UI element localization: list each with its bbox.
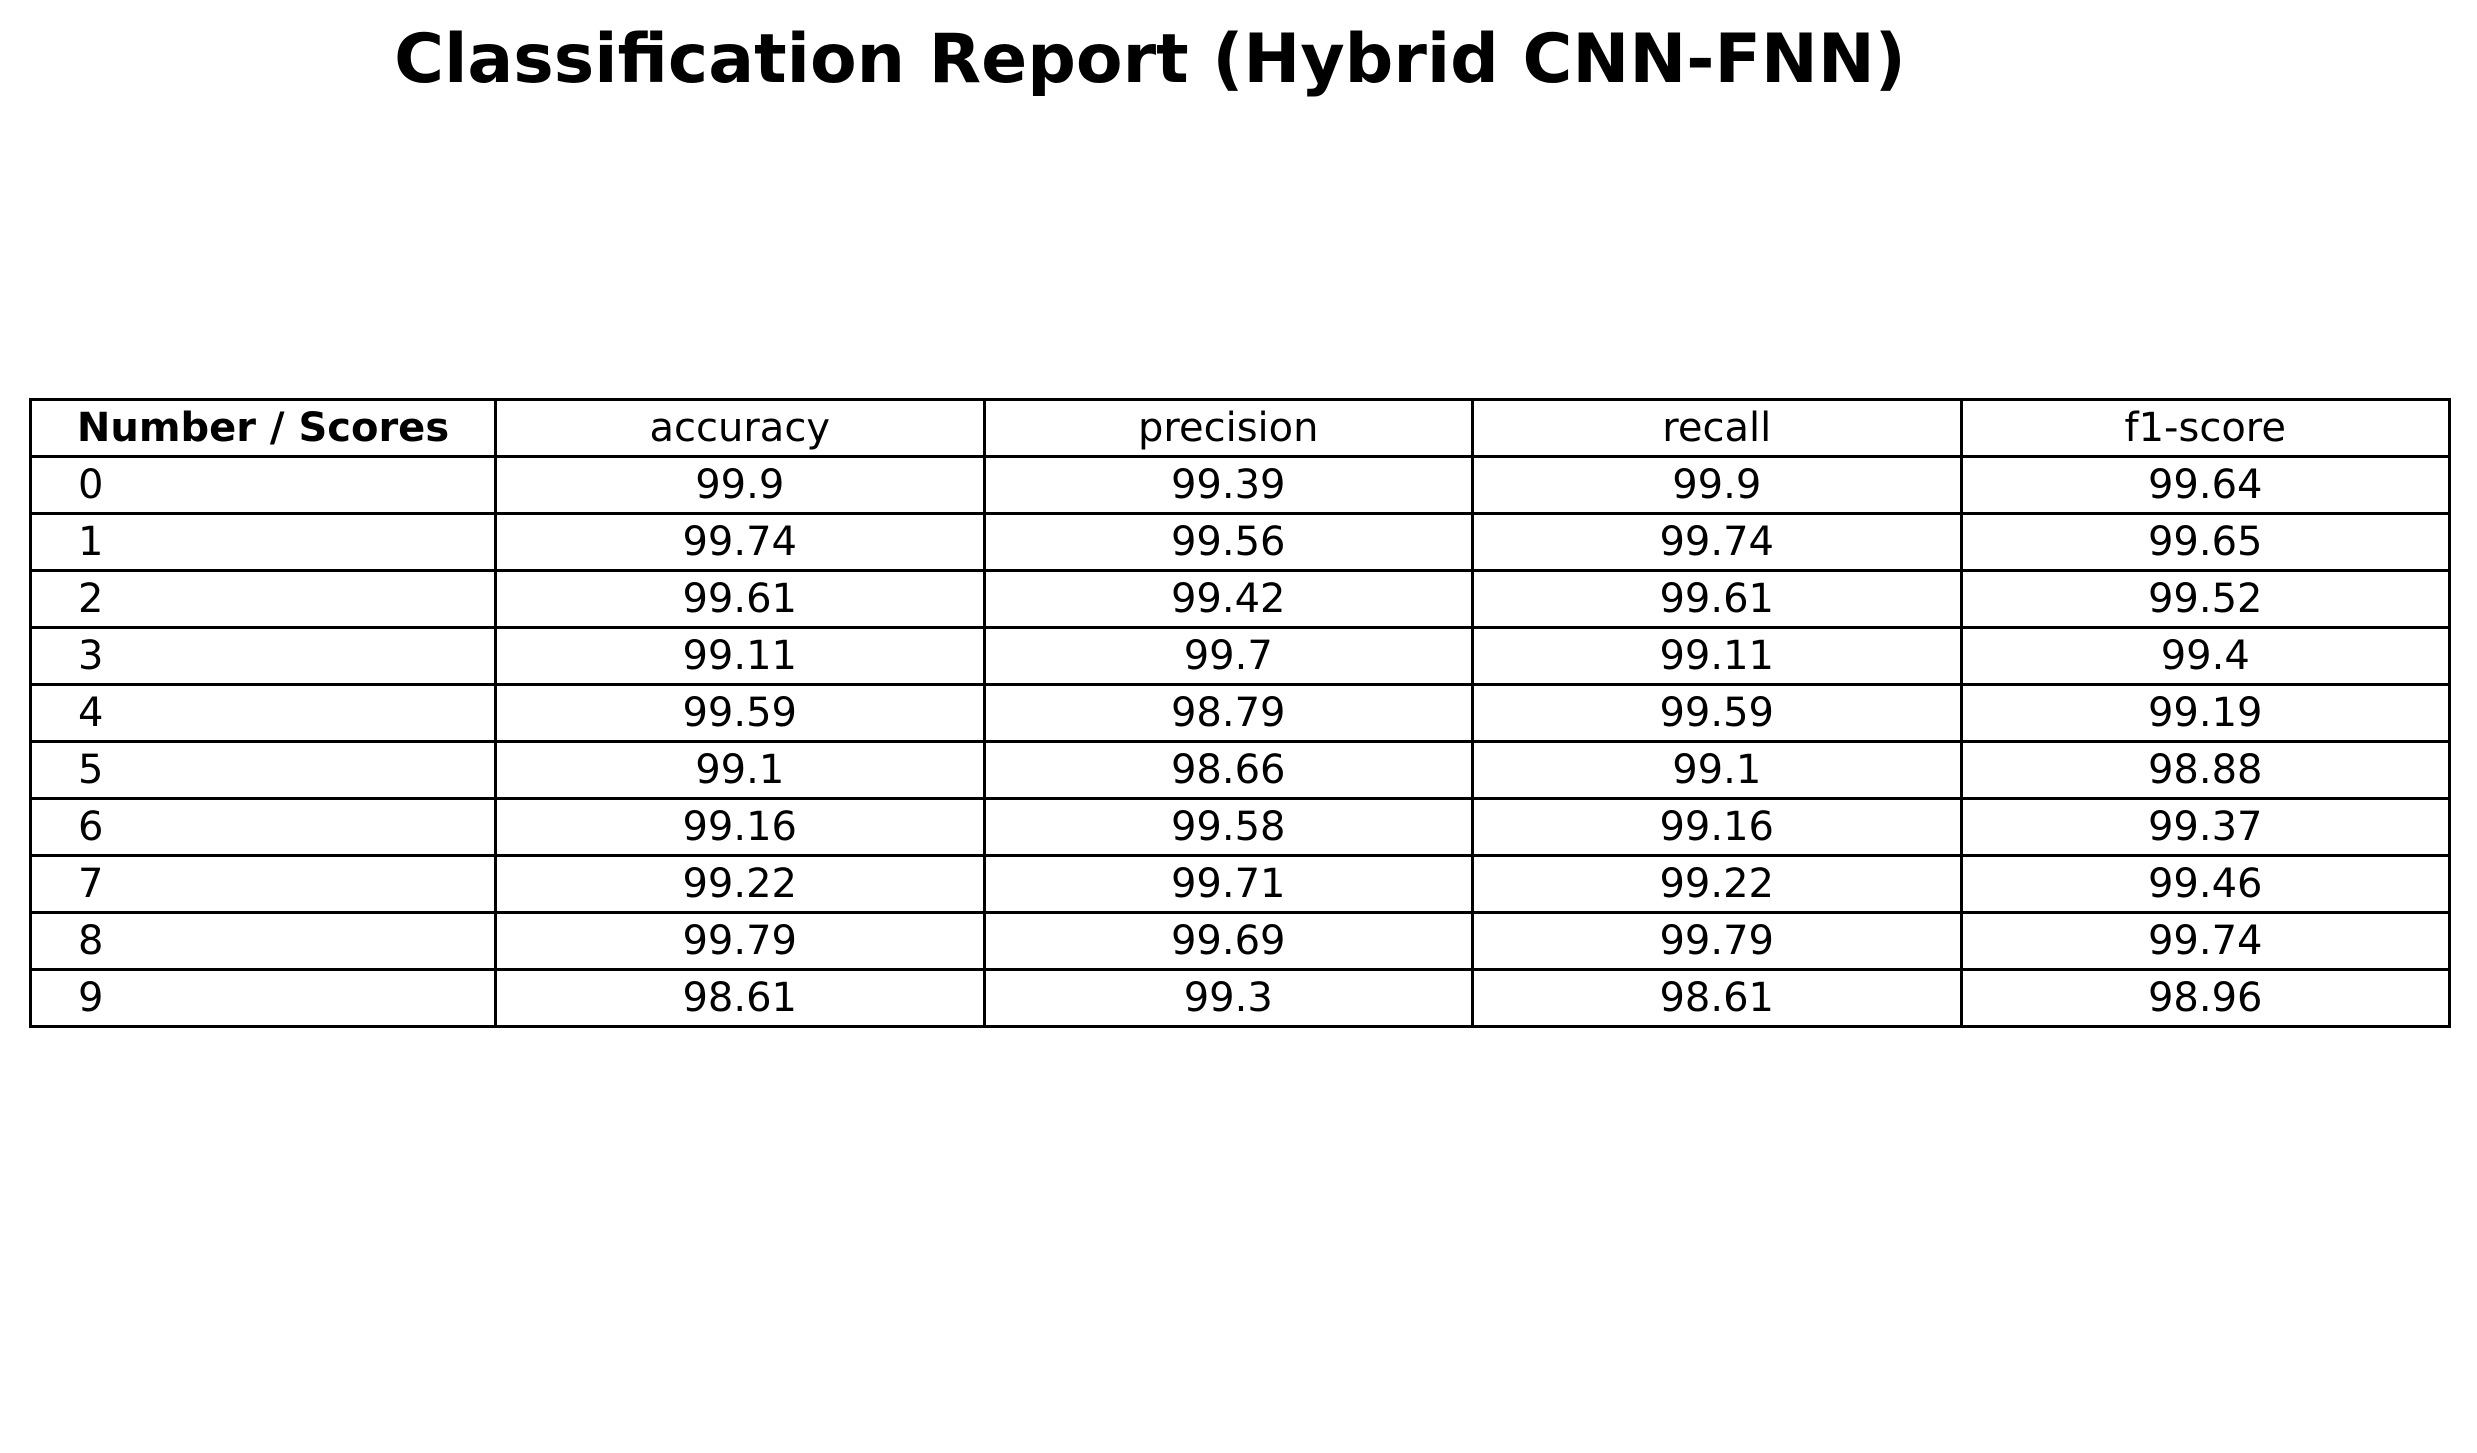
cell-accuracy: 99.61 [494, 569, 986, 629]
column-header-recall: recall [1471, 398, 1963, 458]
chart-title: Classification Report (Hybrid CNN-FNN) [394, 20, 1906, 99]
table-row: 2 99.61 99.42 99.61 99.52 [29, 569, 2451, 629]
table-row: 4 99.59 98.79 99.59 99.19 [29, 683, 2451, 743]
cell-accuracy: 99.11 [494, 626, 986, 686]
table-row: 6 99.16 99.58 99.16 99.37 [29, 797, 2451, 857]
cell-f1-score: 99.65 [1959, 512, 2451, 572]
column-header-precision: precision [982, 398, 1474, 458]
cell-recall: 99.11 [1471, 626, 1963, 686]
table-row: 5 99.1 98.66 99.1 98.88 [29, 740, 2451, 800]
cell-accuracy: 99.22 [494, 854, 986, 914]
table-row: 9 98.61 99.3 98.61 98.96 [29, 968, 2451, 1028]
cell-accuracy: 98.61 [494, 968, 986, 1028]
cell-accuracy: 99.9 [494, 455, 986, 515]
cell-recall: 99.61 [1471, 569, 1963, 629]
cell-accuracy: 99.1 [494, 740, 986, 800]
row-label: 8 [29, 911, 497, 971]
cell-recall: 99.1 [1471, 740, 1963, 800]
cell-recall: 99.59 [1471, 683, 1963, 743]
cell-f1-score: 99.19 [1959, 683, 2451, 743]
table-row: 8 99.79 99.69 99.79 99.74 [29, 911, 2451, 971]
cell-f1-score: 99.37 [1959, 797, 2451, 857]
classification-report-table: Number / Scores accuracy precision recal… [29, 398, 2451, 1028]
table-body: 0 99.9 99.39 99.9 99.64 1 99.74 99.56 99.74 99.65… [29, 455, 2451, 1028]
row-label: 2 [29, 569, 497, 629]
cell-precision: 99.58 [982, 797, 1474, 857]
table-row: 7 99.22 99.71 99.22 99.46 [29, 854, 2451, 914]
column-header-f1-score: f1-score [1959, 398, 2451, 458]
cell-recall: 98.61 [1471, 968, 1963, 1028]
cell-precision: 99.39 [982, 455, 1474, 515]
row-label: 5 [29, 740, 497, 800]
cell-f1-score: 99.74 [1959, 911, 2451, 971]
cell-recall: 99.74 [1471, 512, 1963, 572]
cell-f1-score: 99.52 [1959, 569, 2451, 629]
row-label: 9 [29, 968, 497, 1028]
cell-recall: 99.22 [1471, 854, 1963, 914]
row-label: 0 [29, 455, 497, 515]
cell-precision: 99.3 [982, 968, 1474, 1028]
column-header-accuracy: accuracy [494, 398, 986, 458]
row-label: 4 [29, 683, 497, 743]
cell-f1-score: 99.4 [1959, 626, 2451, 686]
cell-recall: 99.16 [1471, 797, 1963, 857]
row-label: 1 [29, 512, 497, 572]
cell-precision: 98.66 [982, 740, 1474, 800]
cell-precision: 99.69 [982, 911, 1474, 971]
row-label: 3 [29, 626, 497, 686]
cell-accuracy: 99.79 [494, 911, 986, 971]
corner-header: Number / Scores [29, 398, 497, 458]
table-row: 3 99.11 99.7 99.11 99.4 [29, 626, 2451, 686]
cell-recall: 99.79 [1471, 911, 1963, 971]
cell-precision: 99.7 [982, 626, 1474, 686]
cell-precision: 99.42 [982, 569, 1474, 629]
cell-f1-score: 99.64 [1959, 455, 2451, 515]
table-row: 0 99.9 99.39 99.9 99.64 [29, 455, 2451, 515]
cell-f1-score: 98.96 [1959, 968, 2451, 1028]
row-label: 6 [29, 797, 497, 857]
cell-precision: 99.71 [982, 854, 1474, 914]
header-row: Number / Scores accuracy precision recal… [29, 398, 2451, 458]
cell-precision: 99.56 [982, 512, 1474, 572]
cell-f1-score: 98.88 [1959, 740, 2451, 800]
cell-recall: 99.9 [1471, 455, 1963, 515]
cell-accuracy: 99.16 [494, 797, 986, 857]
cell-precision: 98.79 [982, 683, 1474, 743]
cell-accuracy: 99.59 [494, 683, 986, 743]
table-row: 1 99.74 99.56 99.74 99.65 [29, 512, 2451, 572]
cell-accuracy: 99.74 [494, 512, 986, 572]
cell-f1-score: 99.46 [1959, 854, 2451, 914]
row-label: 7 [29, 854, 497, 914]
